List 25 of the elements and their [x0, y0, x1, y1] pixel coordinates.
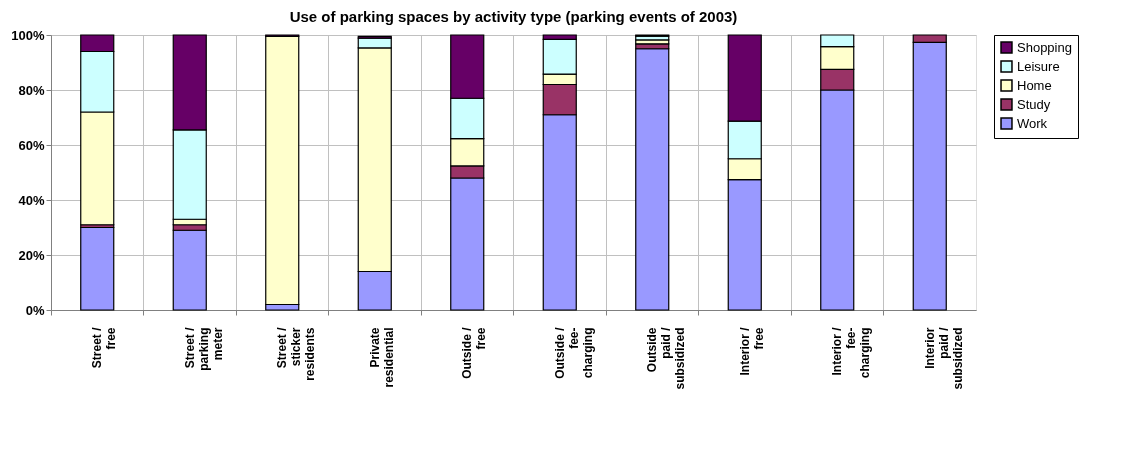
- legend-label: Study: [1017, 96, 1051, 112]
- x-tick-label: Street / parking meter: [182, 326, 225, 371]
- y-tick-label: 100%: [11, 27, 45, 43]
- x-tick-label: Street / sticker residents: [275, 326, 318, 381]
- legend-label: Leisure: [1017, 58, 1060, 74]
- chart-title: Use of parking spaces by activity type (parking events of 2003): [289, 8, 738, 25]
- x-tick-label: Outside paid / subsidized: [645, 326, 688, 390]
- x-tick-label: Interior / free: [737, 326, 766, 376]
- y-tick-label: 40%: [18, 192, 45, 208]
- x-tick-label: Outside / fee- charging: [552, 326, 595, 379]
- x-tick-label: Private residential: [367, 327, 396, 388]
- x-tick-label: Interior paid / subsidized: [922, 326, 965, 390]
- legend-label: Home: [1017, 77, 1052, 93]
- y-tick-label: 60%: [18, 137, 45, 153]
- y-tick-label: 0%: [25, 302, 45, 318]
- bar: [80, 226, 115, 311]
- legend-label: Shopping: [1017, 39, 1072, 55]
- x-tick-label: Outside / free: [460, 326, 489, 379]
- bar: [635, 48, 670, 311]
- bar: [172, 229, 207, 311]
- y-tick-label: 80%: [18, 82, 45, 98]
- legend-label: Work: [1017, 115, 1048, 131]
- y-tick-label: 20%: [18, 247, 45, 263]
- x-tick-label: Street / free: [90, 326, 119, 369]
- x-tick-label: Interior / fee- charging: [830, 326, 873, 379]
